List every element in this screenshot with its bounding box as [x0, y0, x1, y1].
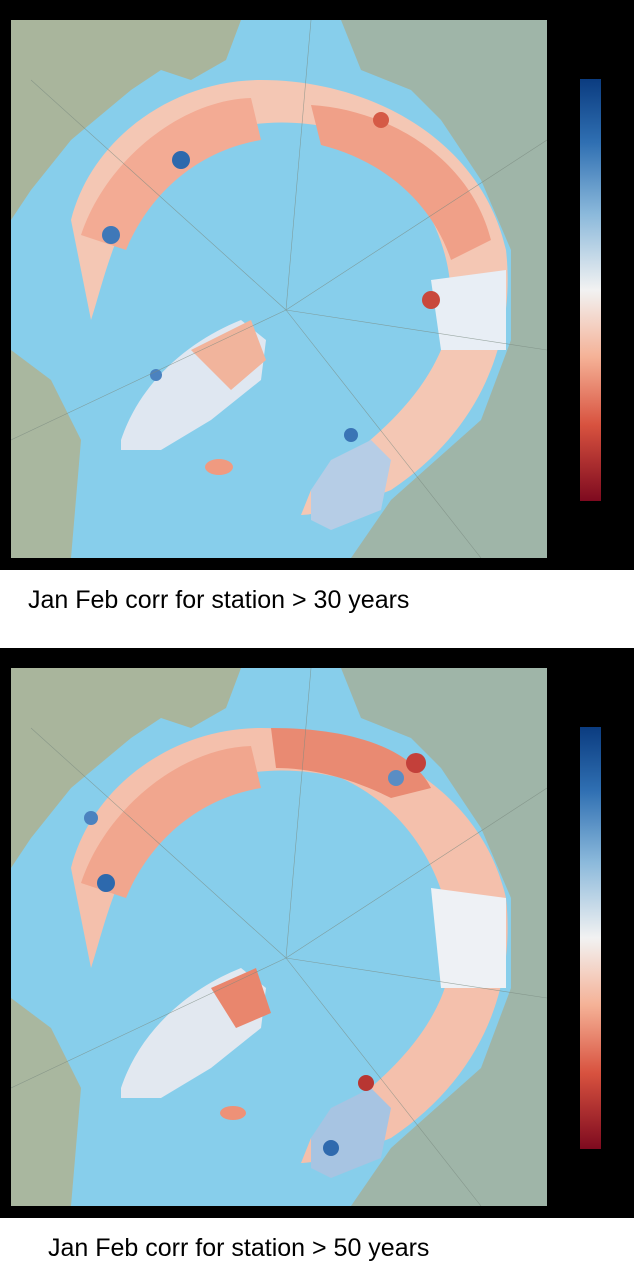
caption-50yr: Jan Feb corr for station > 50 years: [48, 1234, 430, 1262]
figure-panel-50yr: [0, 648, 634, 1218]
caption-30yr: Jan Feb corr for station > 30 years: [28, 586, 410, 614]
polar-map-30yr: [11, 20, 547, 558]
colorbar-30yr: [580, 79, 601, 501]
colorbar-50yr: [580, 727, 601, 1149]
figure-panel-30yr: [0, 0, 634, 570]
polar-map-50yr: [11, 668, 547, 1206]
